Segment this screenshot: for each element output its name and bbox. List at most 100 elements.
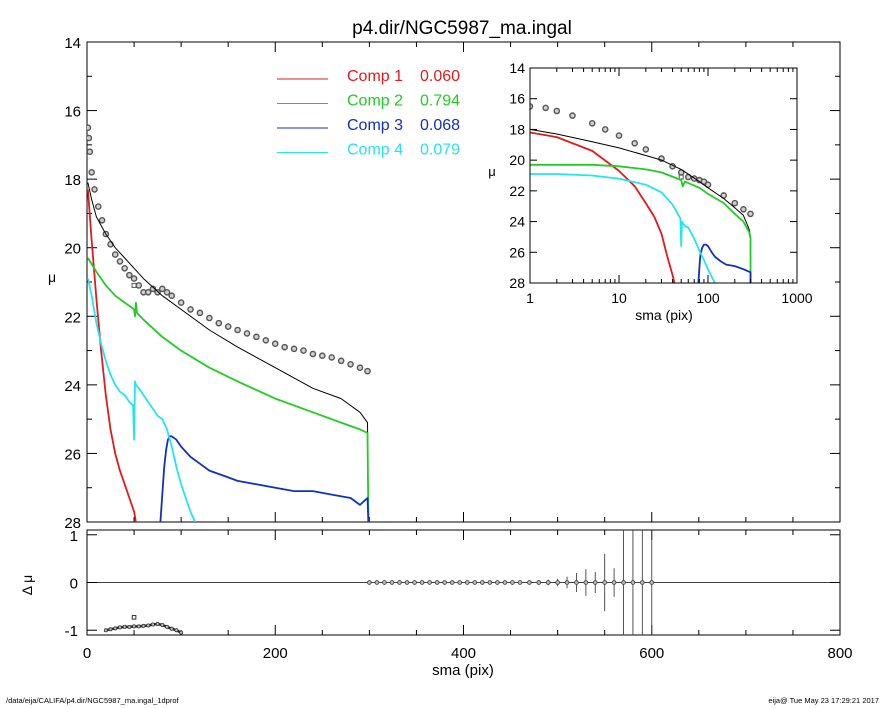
main-comp-2-line (87, 257, 370, 522)
residual-x-tick-label: 800 (827, 645, 852, 662)
residual-low-point (160, 622, 165, 627)
residual-point (517, 580, 523, 585)
main-data-point (126, 271, 133, 279)
main-y-tick-label: 16 (64, 104, 81, 121)
residual-point (495, 580, 500, 585)
legend-value: 0.794 (420, 93, 460, 110)
residual-point (397, 580, 402, 585)
inset-y-tick-label: 16 (509, 91, 525, 107)
residual-point (487, 580, 493, 585)
main-data-point (319, 352, 326, 360)
residual-point (602, 580, 608, 585)
main-data-point (262, 336, 270, 344)
main-data-point (337, 357, 345, 365)
main-comp-3-line (159, 435, 370, 522)
main-data-point (91, 186, 98, 193)
residual-low-point (146, 623, 151, 628)
residual-low-point (141, 623, 146, 628)
main-data-point (130, 275, 138, 282)
residual-point (527, 580, 532, 585)
main-panel: 14 16 18 20 22 24 26 28 μ (48, 35, 841, 532)
residual-point (649, 580, 655, 585)
main-data-point (163, 288, 171, 296)
residual-y-axis-label: Δ μ (19, 575, 35, 596)
residual-point (639, 580, 645, 585)
residual-low-point (169, 626, 174, 631)
inset-y-tick-label: 24 (509, 214, 525, 230)
main-y-tick-label: 26 (64, 446, 81, 463)
legend-value: 0.060 (420, 68, 460, 85)
inset-x-tick-label: 10 (611, 290, 627, 306)
main-data-point (243, 330, 251, 337)
inset-y-axis-label: μ (488, 164, 496, 179)
legend-value: 0.068 (420, 117, 460, 134)
residual-point (479, 580, 485, 585)
main-data-point (154, 288, 161, 296)
residual-point (389, 580, 395, 585)
inset-y-tick-label: 18 (509, 121, 525, 137)
inset-data-point (747, 210, 754, 218)
residual-point (545, 580, 551, 585)
residual-point (434, 580, 440, 585)
main-data-point (281, 343, 288, 351)
main-y-tick-label: 28 (64, 515, 81, 532)
inset-y-tick-label: 22 (509, 183, 525, 199)
main-series-marks (87, 124, 371, 522)
legend-label: Comp 4 (347, 142, 403, 159)
inset-data-point (601, 126, 609, 133)
residual-low-point (136, 624, 141, 629)
residual-point (502, 580, 508, 585)
residual-low-point (117, 625, 122, 630)
main-y-tick-label: 22 (64, 309, 81, 326)
residual-marks (87, 530, 840, 635)
inset-data-point (542, 104, 549, 112)
main-data-point (224, 323, 232, 330)
residual-point (574, 580, 579, 585)
inset-y-tick-label: 14 (509, 60, 525, 76)
main-data-point (356, 364, 364, 372)
inset-data-point (631, 139, 638, 147)
main-data-point (177, 299, 185, 306)
main-data-point (187, 306, 194, 313)
main-data-point (309, 350, 317, 358)
residual-low-point (132, 624, 137, 629)
figure-title: p4.dir/NGC5987_ma.ingal (352, 18, 572, 39)
main-data-point (87, 124, 92, 132)
inset-data-point (731, 199, 739, 207)
main-data-point (87, 134, 93, 142)
main-data-point (196, 309, 204, 317)
main-data-point (121, 264, 128, 272)
legend-value: 0.079 (420, 142, 460, 159)
inset-data-point (588, 119, 596, 127)
residual-y-tick-label: -1 (65, 623, 78, 640)
residual-low-point (179, 630, 184, 635)
residual-point (404, 580, 410, 585)
inset-background (504, 68, 797, 283)
main-data-point (135, 282, 143, 289)
main-outlier-point (131, 282, 137, 288)
residual-low-point (103, 628, 108, 633)
residual-point (442, 580, 448, 585)
residual-outlier-point (131, 615, 137, 620)
main-data-point (215, 319, 223, 327)
residual-x-tick-label: 600 (639, 645, 664, 662)
residual-point (374, 580, 380, 585)
main-axis-ticks: 14 16 18 20 22 24 26 28 (64, 35, 841, 532)
main-data-point (168, 292, 176, 300)
main-data-point (300, 347, 307, 354)
residual-low-point (122, 624, 127, 629)
inset-y-tick-label: 20 (509, 152, 525, 168)
main-y-tick-label: 18 (64, 172, 81, 189)
residual-low-point (165, 624, 170, 629)
main-data-point (87, 148, 94, 156)
residual-point (419, 580, 425, 585)
footer-file-path: /data/eija/CALIFA/p4.dir/NGC5987_ma.inga… (6, 696, 179, 705)
main-data-point (158, 285, 166, 293)
residual-point (536, 580, 542, 585)
inset-y-tick-label: 28 (509, 275, 525, 291)
inset-x-tick-label: 100 (696, 290, 720, 306)
residual-x-tick-label: 400 (451, 645, 476, 662)
residual-point (464, 580, 470, 585)
main-total-model-line (87, 182, 369, 522)
main-data-point (234, 326, 241, 334)
